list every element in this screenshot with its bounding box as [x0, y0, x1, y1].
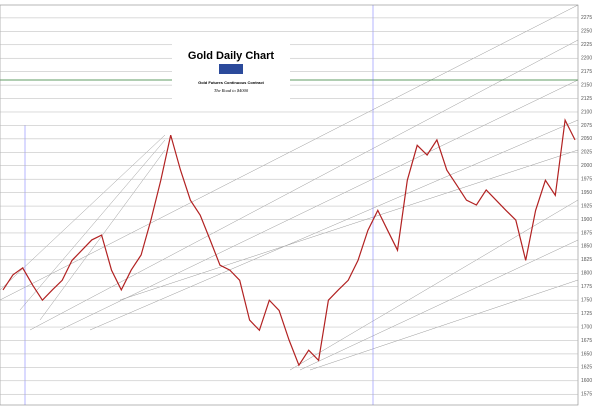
y-tick-label: 1850	[581, 244, 592, 250]
price-line	[2, 118, 576, 367]
y-tick-label: 2025	[581, 150, 592, 156]
y-tick-label: 1900	[581, 217, 592, 223]
y-tick-label: 1975	[581, 177, 592, 183]
trendlines	[0, 4, 579, 371]
y-tick-label: 1625	[581, 365, 592, 371]
plot-frame	[0, 4, 579, 406]
y-tick-label: 2125	[581, 96, 592, 102]
logo	[219, 64, 243, 74]
y-tick-label: 2000	[581, 163, 592, 169]
y-tick-label: 2225	[581, 42, 592, 48]
y-tick-label: 2200	[581, 56, 592, 62]
y-tick-label: 1700	[581, 324, 592, 330]
y-tick-label: 1925	[581, 203, 592, 209]
y-tick-label: 1800	[581, 271, 592, 277]
chart-title: Gold Daily Chart	[188, 50, 275, 62]
y-tick-label: 1775	[581, 284, 592, 290]
y-tick-label: 2175	[581, 69, 592, 75]
y-tick-label: 2075	[581, 123, 592, 129]
y-tick-label: 1575	[581, 392, 592, 398]
y-tick-label: 1600	[581, 378, 592, 384]
annotation: The Road to $4000	[214, 88, 249, 93]
y-tick-label: 2050	[581, 136, 592, 142]
chart-subtitle: Gold Futures Continuous Contract	[198, 80, 264, 85]
y-tick-label: 1675	[581, 338, 592, 344]
y-tick-label: 2150	[581, 82, 592, 88]
y-tick-label: 1725	[581, 311, 592, 317]
y-tick-label: 2100	[581, 109, 592, 115]
y-tick-label: 1875	[581, 230, 592, 236]
y-tick-label: 1650	[581, 351, 592, 357]
y-tick-label: 1950	[581, 190, 592, 196]
y-tick-label: 1825	[581, 257, 592, 263]
y-tick-label: 2275	[581, 15, 592, 21]
y-tick-label: 1750	[581, 297, 592, 303]
title-box	[172, 44, 290, 106]
y-tick-label: 2250	[581, 29, 592, 35]
